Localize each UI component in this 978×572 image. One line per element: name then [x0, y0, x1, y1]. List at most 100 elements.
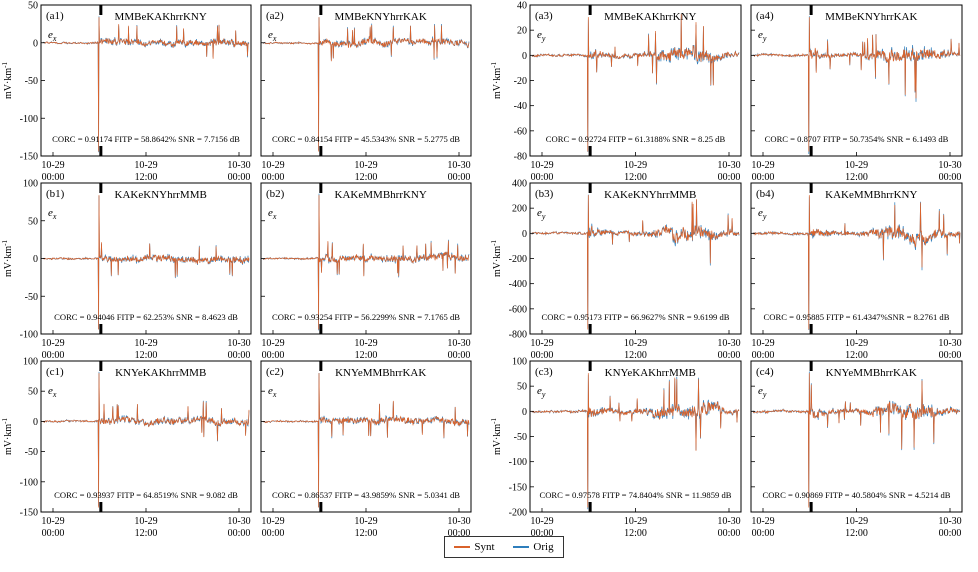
- xtick-label-time-c3: 00:00: [718, 528, 741, 539]
- xtick-label-date-b4: 10-29: [751, 338, 774, 349]
- panel-title-c2: KNYeMMBhrrKAK: [335, 367, 426, 379]
- xtick-label-date-b3: 10-29: [624, 338, 647, 349]
- xtick-label-time-a3: 12:00: [624, 172, 647, 183]
- panel-title-b4: KAKeMMBhrrKNY: [825, 189, 917, 201]
- panel-label-b2: (b2): [266, 188, 285, 200]
- xtick-label-date-c4: 10-30: [938, 516, 961, 527]
- xtick-label-date-a3: 10-29: [530, 160, 553, 171]
- series-synt-b4: [752, 195, 961, 330]
- component-label-c3: ey: [537, 385, 546, 399]
- ytick-label-a1: 50: [28, 1, 38, 12]
- panel-title-b3: KAKeKNYhrrMMB: [604, 189, 696, 201]
- xtick-label-date-a4: 10-30: [938, 160, 961, 171]
- stats-text-b4: CORC = 0.95885 FITP = 61.4347%SNR = 8.27…: [764, 312, 950, 322]
- ytick-label-b3: -400: [509, 279, 527, 290]
- series-orig-a2: [262, 17, 470, 151]
- ytick-label-b1: 50: [28, 216, 38, 227]
- ylabel-b3: mV·km-1: [490, 240, 503, 277]
- ytick-label-b3: 400: [512, 179, 527, 190]
- series-orig-b1: [42, 195, 250, 330]
- xtick-label-time-b4: 12:00: [845, 350, 868, 361]
- series-orig-b3: [531, 194, 740, 328]
- component-label-b2: ex: [268, 207, 277, 221]
- series-synt-a3: [531, 14, 740, 152]
- panel-b3: -800-600-400-200020040010-2900:0010-2912…: [490, 179, 742, 361]
- xtick-label-time-c1: 00:00: [228, 528, 251, 539]
- ytick-label-a1: 0: [33, 38, 38, 49]
- panel-label-b1: (b1): [46, 188, 65, 200]
- xtick-label-time-b2: 00:00: [262, 350, 285, 361]
- xtick-label-time-a2: 00:00: [448, 172, 471, 183]
- legend-swatch-synt: [454, 546, 471, 548]
- xtick-label-time-a4: 12:00: [845, 172, 868, 183]
- xtick-label-date-c1: 10-29: [41, 516, 64, 527]
- series-orig-b2: [262, 193, 470, 331]
- xtick-label-time-b2: 12:00: [355, 350, 378, 361]
- legend-swatch-orig: [513, 546, 530, 548]
- stats-text-a4: CORC = 0.8707 FITP = 50.7354% SNR = 6.14…: [765, 134, 949, 144]
- component-label-c4: ey: [758, 385, 767, 399]
- panel-title-c4: KNYeMMBhrrKAK: [826, 367, 917, 379]
- component-label-c1: ex: [48, 385, 57, 399]
- xtick-label-date-b2: 10-29: [261, 338, 284, 349]
- component-label-b3: ey: [537, 207, 546, 221]
- xtick-label-date-b1: 10-29: [134, 338, 157, 349]
- panel-title-a2: MMBeKNYhrrKAK: [335, 11, 427, 23]
- xtick-label-date-a3: 10-30: [717, 160, 740, 171]
- ytick-label-b1: -50: [25, 292, 38, 303]
- series-synt-c1: [42, 373, 250, 508]
- ytick-label-a3: 0: [522, 51, 527, 62]
- xtick-label-time-c2: 00:00: [448, 528, 471, 539]
- component-label-b1: ex: [48, 207, 57, 221]
- xtick-label-time-c3: 00:00: [531, 528, 554, 539]
- ytick-label-a3: -80: [514, 152, 527, 163]
- panel-c1: -150-100-5005010010-2900:0010-2912:0010-…: [1, 357, 252, 539]
- component-label-c2: ex: [268, 385, 277, 399]
- ylabel-c1: mV·km-1: [1, 418, 14, 455]
- xtick-label-time-b1: 00:00: [228, 350, 251, 361]
- xtick-label-date-c4: 10-29: [845, 516, 868, 527]
- xtick-label-time-b2: 00:00: [448, 350, 471, 361]
- series-synt-b3: [531, 195, 740, 330]
- xtick-label-time-a3: 00:00: [531, 172, 554, 183]
- xtick-label-date-b3: 10-30: [717, 338, 740, 349]
- xtick-label-date-a2: 10-30: [447, 160, 470, 171]
- panel-label-a2: (a2): [266, 10, 284, 22]
- series-synt-c2: [262, 373, 470, 508]
- panel-a1: -150-100-5005010-2900:0010-2912:0010-300…: [1, 1, 252, 183]
- xtick-label-time-c2: 00:00: [262, 528, 285, 539]
- ytick-label-b1: -100: [20, 330, 38, 341]
- xtick-label-time-b1: 12:00: [135, 350, 158, 361]
- ytick-label-a3: 20: [517, 26, 527, 37]
- series-orig-c4: [752, 371, 960, 507]
- ytick-label-b3: -600: [509, 304, 527, 315]
- ytick-label-c1: 50: [28, 387, 38, 398]
- component-label-a4: ey: [758, 29, 767, 43]
- xtick-label-date-a1: 10-30: [227, 160, 250, 171]
- ytick-label-b1: 0: [33, 254, 38, 265]
- ytick-label-b3: -800: [509, 330, 527, 341]
- xtick-label-time-b4: 00:00: [752, 350, 775, 361]
- component-label-a2: ex: [268, 29, 277, 43]
- xtick-label-time-c1: 12:00: [135, 528, 158, 539]
- panel-label-c2: (c2): [266, 366, 284, 378]
- xtick-label-date-b3: 10-29: [530, 338, 553, 349]
- xtick-label-date-a1: 10-29: [41, 160, 64, 171]
- xtick-label-time-c3: 12:00: [624, 528, 647, 539]
- xtick-label-date-b2: 10-29: [354, 338, 377, 349]
- xtick-label-date-c2: 10-29: [354, 516, 377, 527]
- stats-text-a2: CORC = 0.84154 FITP = 45.5343% SNR = 5.2…: [272, 134, 460, 144]
- xtick-label-date-c1: 10-30: [227, 516, 250, 527]
- ytick-label-b3: 0: [522, 229, 527, 240]
- ytick-label-c3: 50: [517, 382, 527, 393]
- xtick-label-date-c1: 10-29: [134, 516, 157, 527]
- legend-label-orig: Orig: [533, 541, 554, 553]
- xtick-label-time-b4: 00:00: [939, 350, 962, 361]
